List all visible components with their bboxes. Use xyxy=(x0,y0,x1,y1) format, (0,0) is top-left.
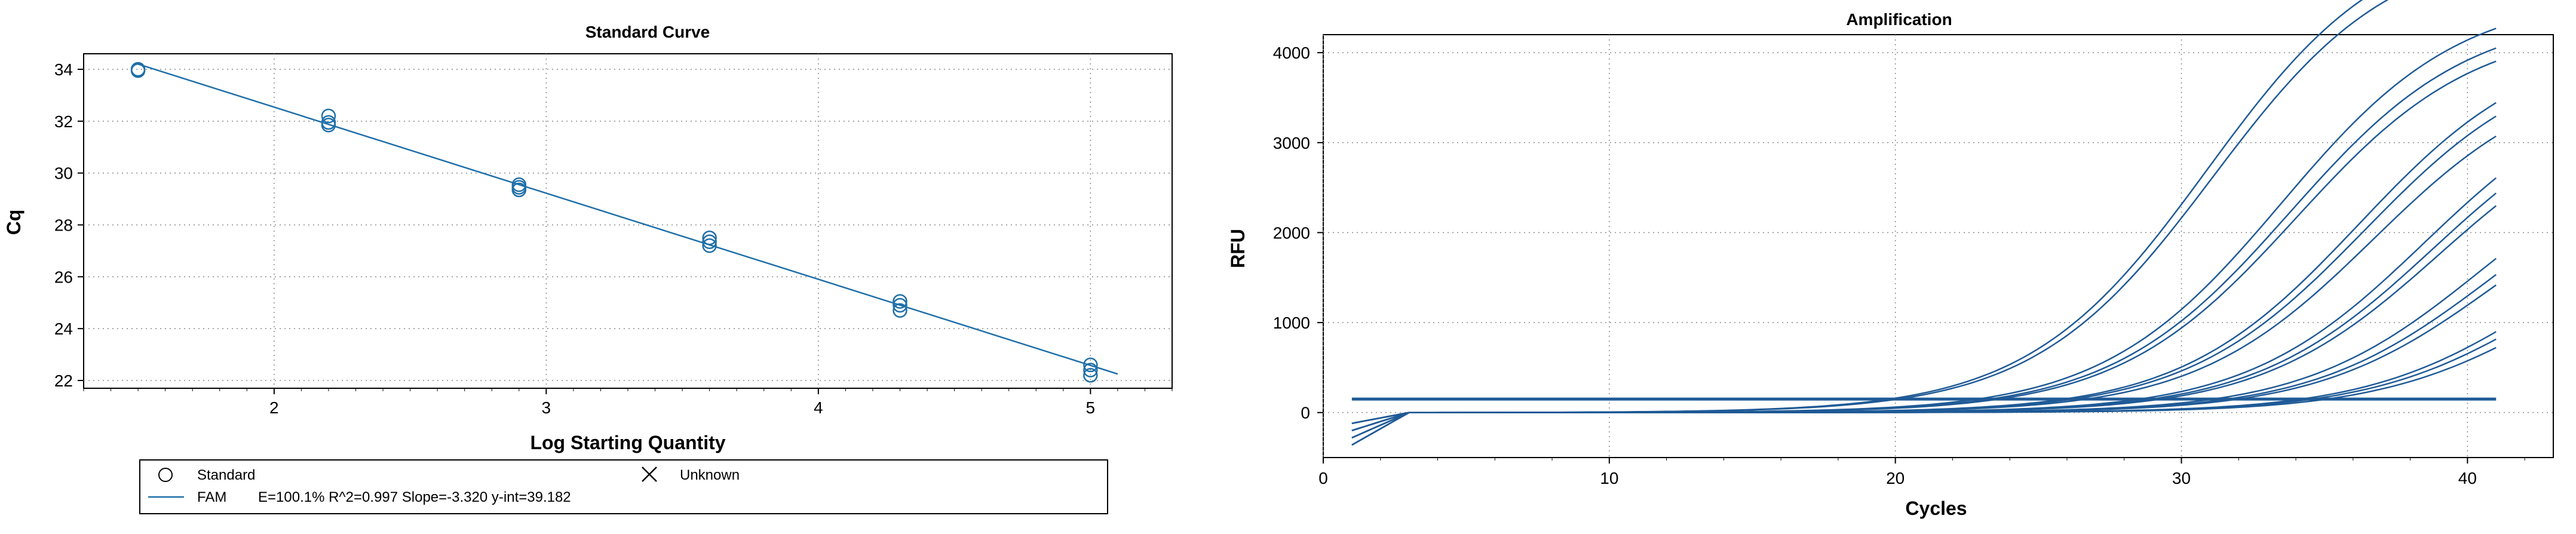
legend-fit-text: E=100.1% R^2=0.997 Slope=-3.320 y-int=39… xyxy=(258,489,571,505)
standard-curve-points xyxy=(130,62,1098,383)
y-tick-label: 28 xyxy=(54,216,73,235)
amplification-ticks: 0 10 20 30 40 0 1000 2000 3000 4000 xyxy=(1273,44,2525,487)
standard-curve-grid xyxy=(84,54,1172,388)
standard-point xyxy=(893,303,907,318)
amplification-curve xyxy=(1351,177,2497,425)
y-tick-label: 24 xyxy=(54,320,73,338)
legend-unknown-label: Unknown xyxy=(680,467,740,483)
x-tick-label: 10 xyxy=(1600,469,1618,487)
fam-fit-line xyxy=(137,63,1118,375)
standard-curve-y-axis-label: Cq xyxy=(3,210,24,235)
standard-point xyxy=(511,182,527,198)
amplification-curve xyxy=(1351,60,2497,425)
x-tick-label: 2 xyxy=(269,398,279,417)
amplification-curve xyxy=(1351,0,2363,425)
standard-curve-title: Standard Curve xyxy=(585,23,710,41)
x-tick-label: 5 xyxy=(1086,398,1096,417)
y-tick-label: 3000 xyxy=(1273,134,1310,152)
standard-curve-plot-area xyxy=(83,53,1173,389)
legend-standard-label: Standard xyxy=(197,467,255,483)
y-tick-label: 26 xyxy=(54,268,73,286)
y-tick-label: 32 xyxy=(54,112,73,131)
x-tick-label: 0 xyxy=(1318,469,1328,487)
amplification-chart: Amplification 0 10 20 30 40 0 1000 2000 3000 4000… xyxy=(1227,0,2554,519)
amplification-y-axis-label: RFU xyxy=(1227,229,1249,268)
y-tick-label: 2000 xyxy=(1273,223,1310,242)
standard-point xyxy=(321,118,336,133)
standard-point xyxy=(130,63,146,78)
y-tick-label: 1000 xyxy=(1273,314,1310,332)
standard-point xyxy=(702,230,717,245)
x-tick-label: 20 xyxy=(1886,469,1905,487)
standard-point xyxy=(321,108,336,124)
standard-marker-icon xyxy=(158,468,173,482)
amplification-curve xyxy=(1351,284,2497,431)
y-tick-label: 0 xyxy=(1301,404,1310,422)
unknown-marker-icon xyxy=(642,467,657,482)
standard-point xyxy=(893,294,907,309)
amplification-title: Amplification xyxy=(1846,10,1952,29)
amplification-curve xyxy=(1351,257,2497,446)
amplification-curve xyxy=(1351,102,2497,431)
x-tick-label: 3 xyxy=(542,398,551,417)
amplification-curve xyxy=(1351,346,2497,425)
standard-point xyxy=(702,234,717,249)
amplification-curve xyxy=(1351,274,2497,425)
amplification-curve xyxy=(1351,47,2497,446)
standard-point xyxy=(893,297,907,313)
y-tick-label: 22 xyxy=(54,372,73,390)
amplification-curves xyxy=(1351,0,2497,446)
amplification-plot-area xyxy=(1323,34,2554,458)
y-tick-label: 4000 xyxy=(1273,44,1310,62)
x-tick-label: 40 xyxy=(2458,469,2477,487)
standard-point xyxy=(702,238,717,253)
y-tick-label: 34 xyxy=(54,60,73,79)
x-tick-label: 30 xyxy=(2172,469,2191,487)
amplification-curve xyxy=(1351,205,2497,439)
standard-curve-x-axis-label: Log Starting Quantity xyxy=(530,432,725,453)
legend-box xyxy=(139,459,1108,514)
amplification-x-axis-label: Cycles xyxy=(1905,498,1967,519)
standard-point xyxy=(1083,363,1098,378)
amplification-curve xyxy=(1351,331,2497,439)
standard-point xyxy=(1083,368,1098,383)
standard-point xyxy=(1083,357,1098,373)
legend-fam-label: FAM xyxy=(197,489,226,505)
amplification-curve xyxy=(1351,338,2497,446)
amplification-curve xyxy=(1351,0,2389,431)
amplification-grid xyxy=(1323,35,2553,458)
amplification-curve xyxy=(1351,115,2497,439)
standard-curve-legend: Standard Unknown FAM E=100.1% R^2=0.997 … xyxy=(139,459,1108,514)
x-tick-label: 4 xyxy=(814,398,823,417)
standard-curve-fit xyxy=(137,63,1118,375)
y-tick-label: 30 xyxy=(54,164,73,183)
